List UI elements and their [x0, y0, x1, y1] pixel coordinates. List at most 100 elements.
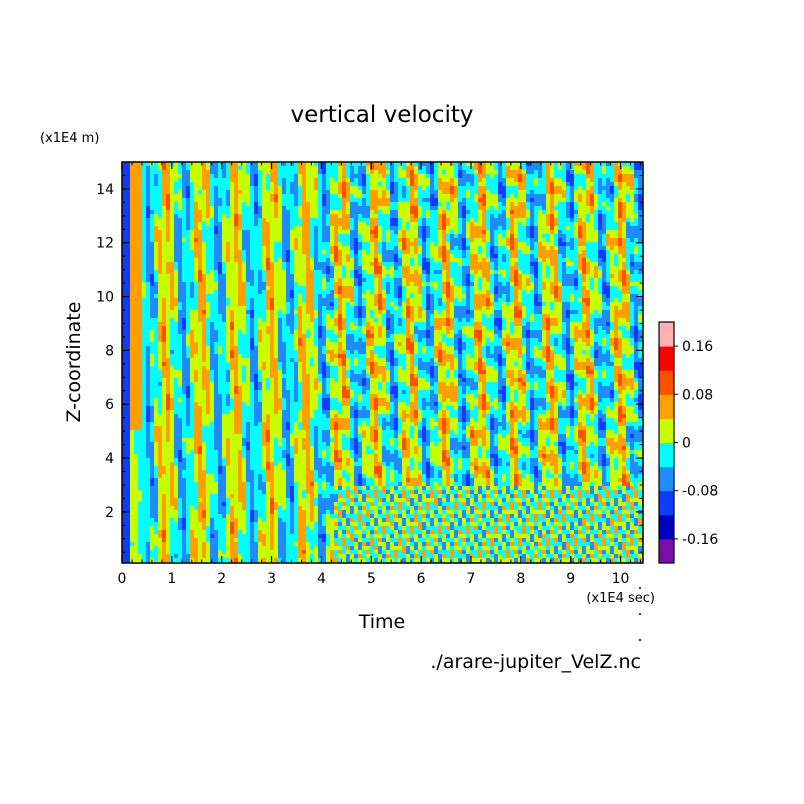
- field-cell: [174, 422, 182, 426]
- field-cell: [198, 470, 206, 474]
- field-cell: [402, 246, 406, 250]
- field-cell: [226, 306, 246, 310]
- field-cell: [474, 310, 494, 314]
- field-cell: [582, 322, 590, 326]
- field-cell: [370, 414, 374, 418]
- field-cell: [130, 262, 142, 266]
- field-cell: [406, 298, 410, 302]
- field-cell: [550, 318, 558, 322]
- field-cell: [298, 238, 302, 242]
- field-cell: [482, 170, 486, 174]
- field-cell: [274, 194, 278, 198]
- field-cell: [394, 246, 398, 250]
- field-cell: [378, 458, 382, 462]
- field-cell: [314, 258, 318, 262]
- field-cell: [410, 418, 418, 422]
- field-cell: [366, 302, 374, 306]
- field-cell: [234, 418, 242, 422]
- field-cell: [230, 446, 242, 450]
- field-cell: [590, 178, 594, 182]
- field-cell: [370, 366, 374, 370]
- field-cell: [130, 434, 134, 438]
- field-cell: [442, 282, 446, 286]
- field-cell: [546, 194, 550, 198]
- field-cell: [578, 430, 586, 434]
- field-cell: [350, 322, 354, 326]
- field-cell: [474, 238, 482, 242]
- field-cell: [370, 234, 374, 238]
- field-cell: [158, 450, 162, 454]
- field-cell: [310, 330, 314, 334]
- field-cell: [518, 354, 522, 358]
- field-cell: [422, 258, 426, 262]
- field-cell: [610, 342, 614, 346]
- field-cell: [530, 270, 534, 274]
- field-cell: [466, 194, 470, 198]
- field-cell: [146, 170, 150, 174]
- field-cell: [298, 246, 302, 250]
- field-cell: [270, 250, 274, 254]
- field-cell: [638, 338, 642, 342]
- field-cell: [250, 310, 254, 314]
- field-cell: [122, 194, 130, 198]
- field-cell: [462, 402, 466, 406]
- field-cell: [246, 374, 250, 378]
- field-cell: [378, 362, 386, 366]
- field-cell: [530, 254, 534, 258]
- field-cell: [598, 470, 602, 474]
- field-cell: [178, 270, 182, 274]
- field-cell: [154, 462, 158, 466]
- field-cell: [122, 414, 130, 418]
- field-cell: [306, 470, 314, 474]
- field-cell: [518, 282, 522, 286]
- field-cell: [270, 454, 274, 458]
- field-cell: [502, 398, 506, 402]
- field-cell: [322, 206, 330, 210]
- field-cell: [598, 450, 606, 454]
- field-cell: [210, 350, 214, 354]
- field-cell: [166, 314, 178, 318]
- field-cell: [486, 306, 490, 310]
- field-cell: [478, 210, 482, 214]
- field-cell: [506, 294, 510, 298]
- field-cell: [470, 466, 474, 470]
- field-cell: [130, 294, 142, 298]
- field-cell: [446, 282, 450, 286]
- field-cell: [170, 210, 174, 214]
- field-cell: [342, 410, 350, 414]
- field-cell: [374, 370, 386, 374]
- field-cell: [366, 350, 370, 354]
- field-cell: [438, 426, 442, 430]
- field-cell: [170, 190, 174, 194]
- field-cell: [582, 274, 586, 278]
- field-cell: [342, 174, 346, 178]
- field-cell: [198, 462, 202, 466]
- field-cell: [598, 382, 602, 386]
- field-cell: [190, 314, 198, 318]
- field-cell: [186, 210, 190, 214]
- field-cell: [482, 358, 486, 362]
- field-cell: [186, 386, 190, 390]
- field-cell: [122, 470, 130, 474]
- field-cell: [270, 342, 274, 346]
- field-cell: [234, 342, 238, 346]
- field-cell: [146, 390, 150, 394]
- field-cell: [442, 190, 450, 194]
- field-cell: [598, 310, 602, 314]
- field-cell: [638, 334, 642, 338]
- field-cell: [170, 290, 174, 294]
- field-cell: [334, 462, 342, 466]
- field-cell: [610, 338, 614, 342]
- field-cell: [122, 314, 130, 318]
- field-cell: [234, 310, 246, 314]
- field-cell: [454, 178, 458, 182]
- field-cell: [402, 250, 410, 254]
- field-cell: [470, 242, 486, 246]
- field-cell: [226, 266, 238, 270]
- field-cell: [550, 450, 554, 454]
- field-cell: [270, 310, 274, 314]
- field-cell: [146, 262, 154, 266]
- field-cell: [254, 222, 258, 226]
- field-cell: [338, 426, 350, 430]
- field-cell: [522, 178, 526, 182]
